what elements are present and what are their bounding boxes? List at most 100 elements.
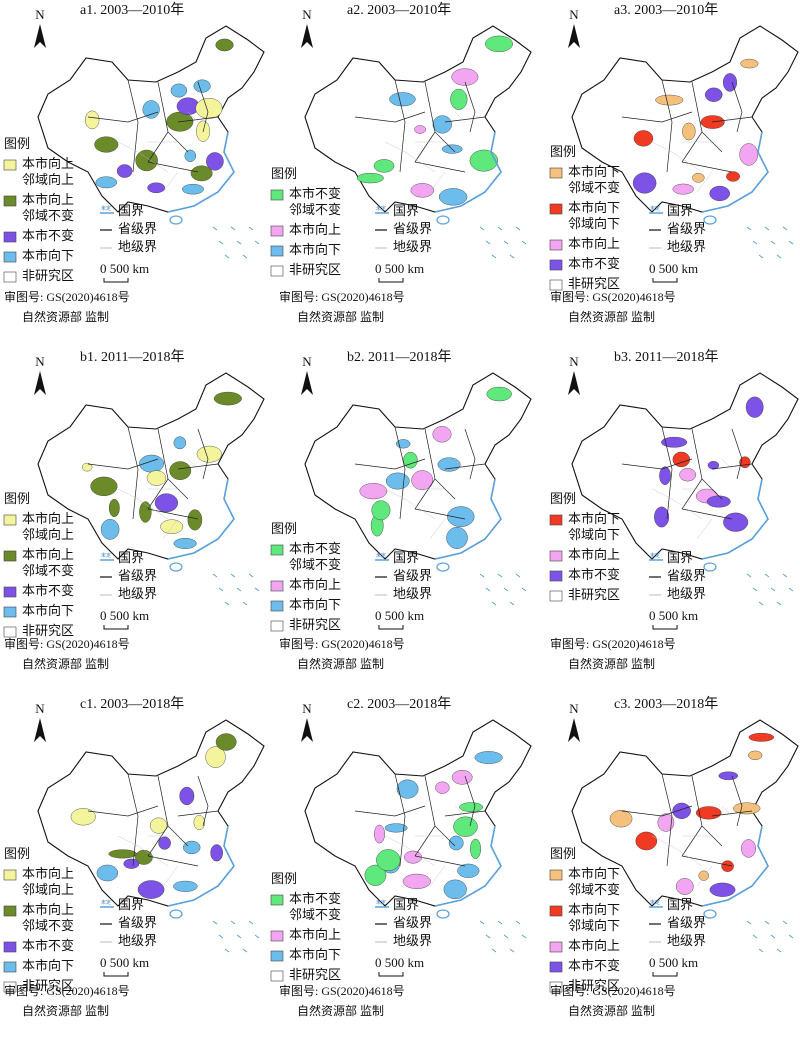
north-label: N	[302, 354, 312, 369]
prefecture-lines	[117, 805, 199, 887]
region-patch	[679, 468, 697, 482]
island-mark	[218, 934, 224, 939]
border-label: 省级界	[118, 221, 157, 236]
review-number: 审图号: GS(2020)4618号	[279, 983, 405, 998]
region-patch	[169, 461, 192, 480]
island-mark	[236, 934, 242, 939]
region-patch	[371, 500, 391, 521]
legend-swatch	[549, 869, 563, 881]
region-patch	[459, 802, 484, 812]
prefecture-lines	[651, 805, 733, 887]
supervisor: 自然资源部 监制	[297, 656, 384, 671]
region-patch	[692, 173, 705, 183]
china-map	[571, 372, 799, 606]
province-lines	[87, 79, 219, 173]
undetermined-label: 未定	[650, 552, 660, 559]
legend-title: 图例	[4, 491, 30, 506]
region-patch	[432, 115, 452, 134]
legend-label: 邻域不变	[289, 202, 341, 217]
legend-label: 本市不变	[289, 541, 341, 556]
undetermined-label: 未定	[650, 205, 660, 212]
north-arrow	[34, 371, 46, 395]
border-label: 地级界	[667, 933, 706, 948]
region-patch	[432, 426, 452, 443]
legend-label: 本市向下	[568, 866, 620, 881]
province-lines	[354, 426, 486, 520]
legend-swatch	[549, 239, 563, 251]
scale-label: 0 500 km	[100, 261, 149, 276]
region-patch	[389, 92, 416, 107]
legend-label: 邻域向下	[568, 918, 620, 933]
legend-swatch	[3, 159, 17, 171]
region-patch	[146, 470, 167, 486]
border-label: 地级界	[393, 239, 432, 254]
island-mark	[503, 934, 509, 939]
prefecture-lines	[117, 458, 199, 540]
legend-label: 本市向下	[568, 902, 620, 917]
island-mark	[515, 226, 521, 231]
scale-bar	[103, 278, 129, 283]
region-patch	[733, 802, 761, 815]
region-patch	[108, 498, 120, 518]
legend-title: 图例	[271, 166, 297, 181]
legend-label: 本市向上	[22, 902, 74, 917]
region-patch	[173, 436, 187, 450]
region-patch	[726, 171, 740, 182]
region-patch	[183, 840, 201, 855]
region-patch	[137, 880, 165, 899]
region-patch	[384, 823, 408, 833]
china-map	[37, 372, 265, 606]
legend-swatch	[3, 606, 17, 618]
legend-title: 图例	[550, 144, 576, 159]
region-patch	[410, 183, 435, 198]
region-patch	[195, 97, 223, 119]
region-patch	[179, 786, 195, 806]
island-mark	[242, 948, 248, 953]
island-mark	[242, 254, 248, 259]
island-mark	[782, 920, 788, 925]
legend-label: 本市不变	[22, 583, 74, 598]
region-patch	[721, 860, 734, 872]
legend-swatch	[270, 930, 284, 942]
north-label: N	[35, 354, 45, 369]
hainan	[169, 562, 183, 572]
legend-swatch	[549, 514, 563, 526]
north-arrow	[568, 718, 580, 742]
legend-swatch	[270, 620, 284, 632]
legend-label: 本市不变	[22, 938, 74, 953]
legend-label: 邻域不变	[289, 557, 341, 572]
supervisor: 自然资源部 监制	[22, 309, 109, 324]
region-patch	[187, 509, 203, 531]
region-patch	[385, 472, 410, 490]
panel-title: a1. 2003—2010年	[80, 2, 184, 18]
legend-label: 邻域不变	[22, 918, 74, 933]
legend-label: 邻域不变	[22, 208, 74, 223]
region-patch	[158, 836, 171, 850]
region-patch	[193, 815, 205, 831]
region-patch	[451, 68, 479, 86]
scale-label: 0 500 km	[375, 261, 424, 276]
province-lines	[621, 773, 753, 867]
island-mark	[479, 226, 485, 231]
island-mark	[485, 587, 491, 592]
region-patch	[81, 462, 93, 472]
island-mark	[497, 573, 503, 578]
border-label: 省级界	[393, 568, 432, 583]
north-label: N	[569, 701, 579, 716]
north-label: N	[569, 7, 579, 22]
north-label: N	[569, 354, 579, 369]
island-mark	[248, 920, 254, 925]
legend-label: 非研究区	[568, 276, 620, 291]
region-patch	[213, 391, 242, 406]
region-patch	[672, 183, 694, 195]
region-patch	[435, 781, 450, 794]
supervisor: 自然资源部 监制	[568, 656, 655, 671]
island-mark	[230, 226, 236, 231]
coastline	[167, 478, 235, 560]
island-mark	[776, 948, 782, 953]
review-number: 审图号: GS(2020)4618号	[550, 289, 676, 304]
region-patch	[722, 73, 738, 92]
